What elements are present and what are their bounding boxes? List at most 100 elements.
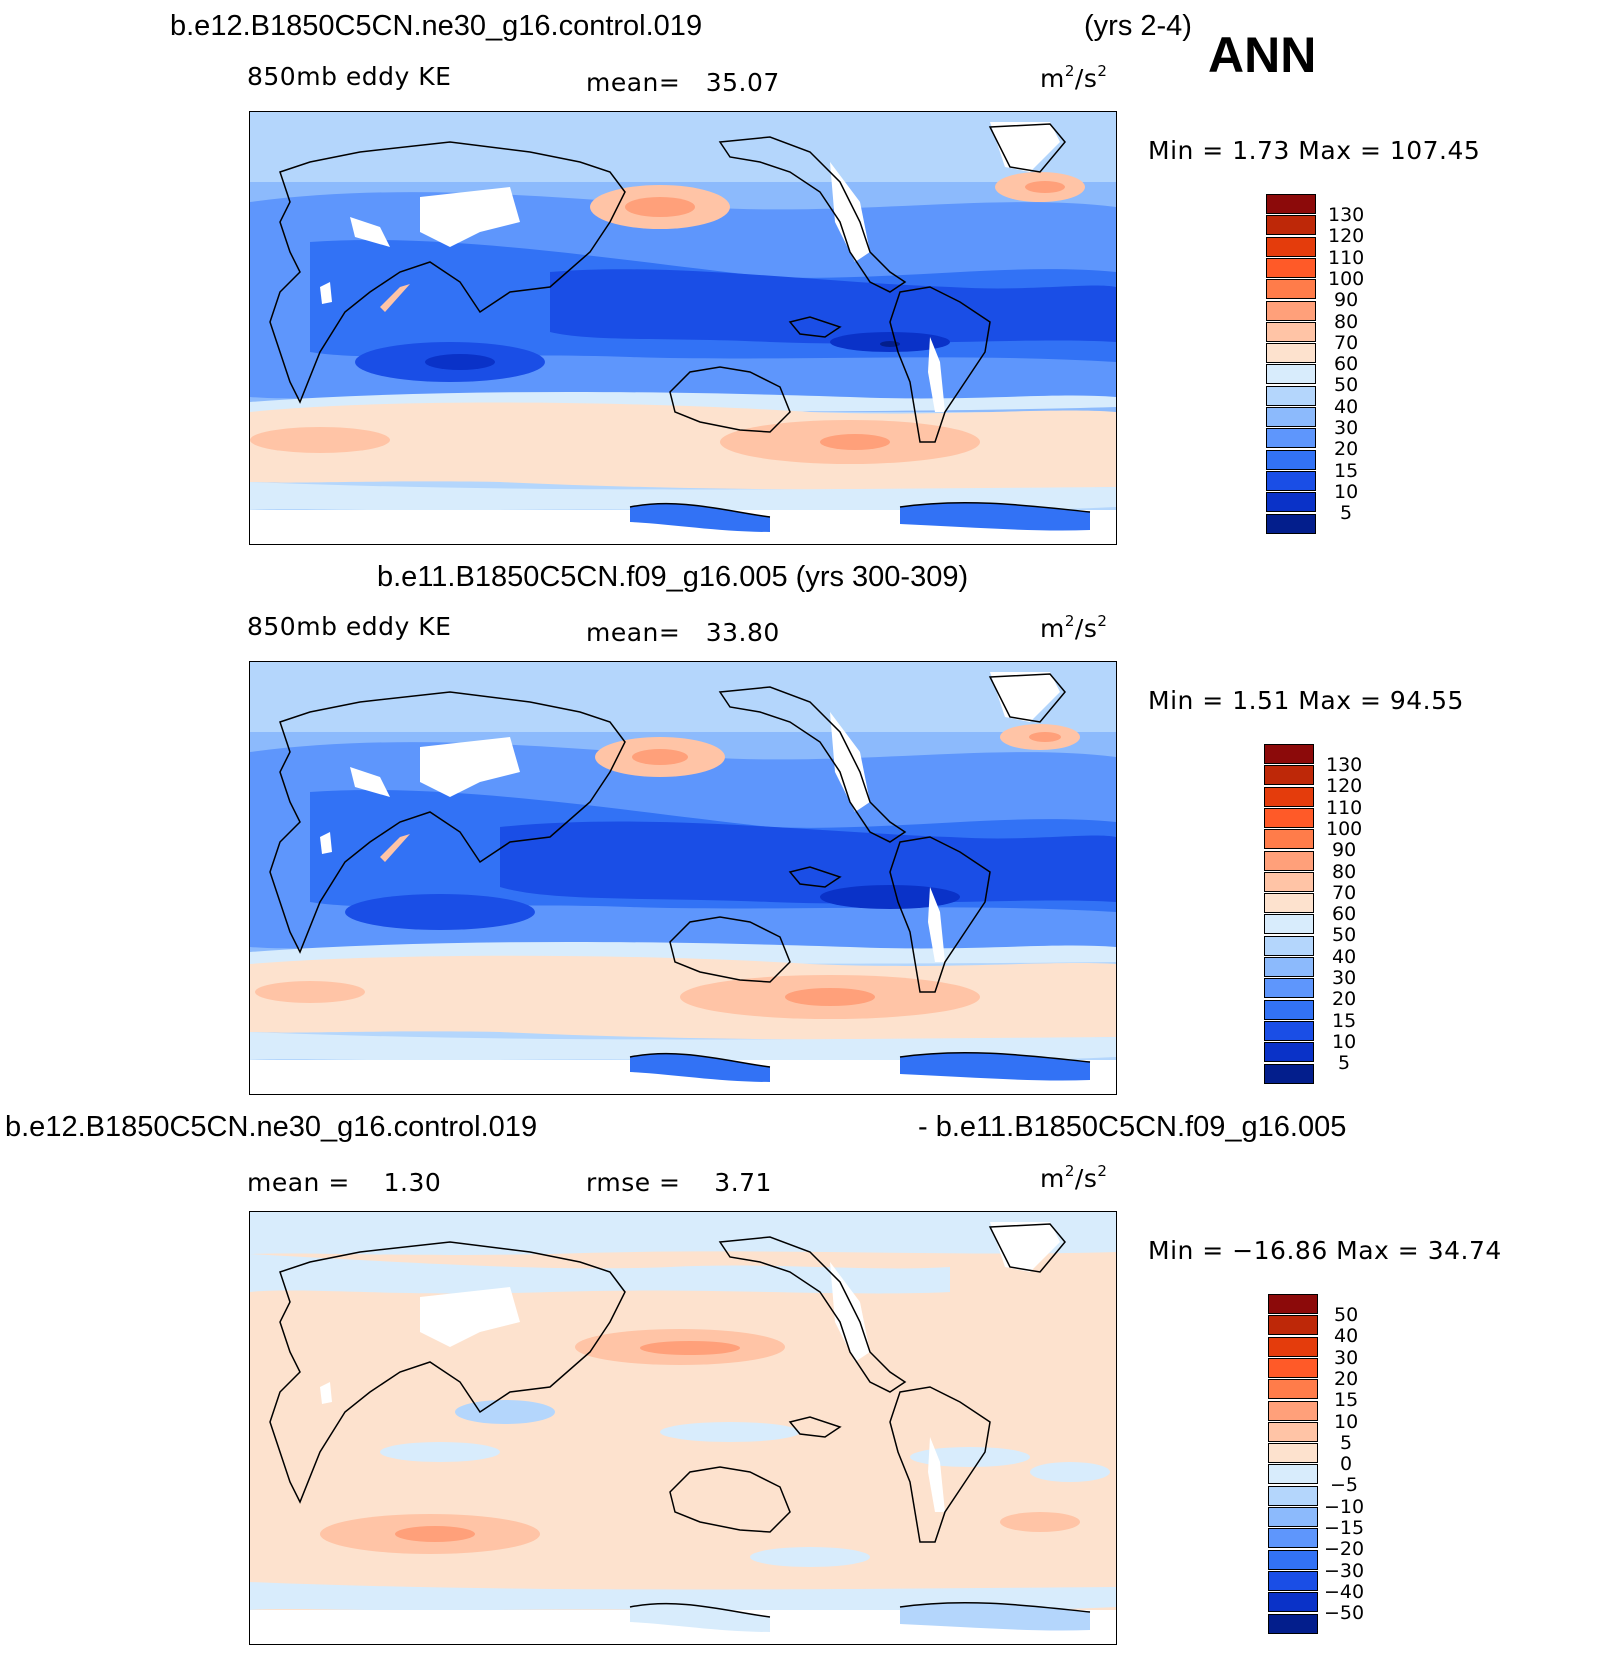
colorbar-swatch [1266, 449, 1316, 470]
mean-value: 33.80 [705, 618, 780, 647]
mean-label: mean= [586, 68, 681, 97]
mean-readout: mean = 1.30 [247, 1170, 441, 1195]
min-max-readout: Min = 1.51 Max = 94.55 [1148, 686, 1464, 715]
colorbar-label: 90 [1332, 839, 1357, 862]
colorbar-swatch [1266, 428, 1316, 449]
rmse-label: rmse = [586, 1168, 681, 1197]
colorbar-label: −50 [1324, 1602, 1365, 1625]
colorbar-label: 40 [1334, 1325, 1359, 1348]
colorbar-swatch [1266, 215, 1316, 236]
units-label: m2/s2 [1040, 62, 1107, 93]
colorbar-swatch [1264, 957, 1314, 977]
colorbar-label: 20 [1332, 988, 1357, 1011]
colorbar-swatch [1266, 300, 1316, 321]
colorbar-label: 50 [1332, 924, 1357, 947]
colorbar-label: 50 [1334, 1304, 1359, 1326]
units-base: m [1040, 64, 1065, 93]
units-sep: /s [1074, 614, 1098, 643]
colorbar-label: 120 [1326, 775, 1363, 798]
units-sep: /s [1074, 1164, 1098, 1193]
case-b-title: b.e11.B1850C5CN.f09_g16.005 (yrs 300-309… [377, 561, 969, 593]
units-base: m [1040, 1164, 1065, 1193]
colorbar-swatch [1266, 470, 1316, 491]
colorbar-label: 5 [1340, 502, 1353, 525]
colorbar-label: 70 [1334, 331, 1359, 354]
colorbar-label: 5 [1338, 1052, 1351, 1075]
colorbar-label: −10 [1324, 1495, 1365, 1518]
colorbar-swatch [1264, 1020, 1314, 1041]
colorbar-swatch [1268, 1613, 1318, 1634]
colorbar-label: 100 [1326, 817, 1363, 840]
colorbar-label: 110 [1328, 246, 1365, 269]
colorbar-label: 15 [1332, 1009, 1357, 1032]
colorbar-swatch [1266, 257, 1316, 278]
colorbar-label: −15 [1324, 1517, 1365, 1539]
colorbar-label: 15 [1334, 1389, 1359, 1412]
colorbar-swatch [1264, 914, 1314, 935]
colorbar-swatch [1264, 871, 1314, 892]
mean-label: mean = [247, 1168, 350, 1197]
colorbar-label: 50 [1334, 374, 1359, 397]
colorbar-swatch [1264, 978, 1314, 999]
colorbar-label: 10 [1334, 480, 1359, 503]
colorbar-swatch [1268, 1570, 1318, 1591]
mean-label: mean= [586, 618, 681, 647]
colorbar-swatch [1266, 321, 1316, 342]
colorbar-swatch [1264, 807, 1314, 828]
colorbar-label: 100 [1328, 267, 1365, 290]
rmse-readout: rmse = 3.71 [586, 1170, 772, 1195]
colorbar-swatch [1264, 893, 1314, 914]
colorbar-label: 40 [1334, 395, 1359, 418]
colorbar-swatch [1268, 1592, 1318, 1613]
diff-title-left: b.e12.B1850C5CN.ne30_g16.control.019 [5, 1111, 538, 1143]
mean-readout: mean= 33.80 [586, 620, 780, 645]
colorbar-label: −5 [1330, 1474, 1359, 1497]
mean-value: 35.07 [705, 68, 780, 97]
colorbar-swatch [1264, 999, 1314, 1020]
colorbar-label: 20 [1334, 438, 1359, 461]
colorbar-label: 130 [1328, 204, 1365, 226]
colorbar-swatch [1266, 194, 1316, 214]
years-a-label: (yrs 2-4) [1084, 10, 1192, 42]
map-plot [250, 662, 1116, 1094]
colorbar-swatch [1268, 1421, 1318, 1442]
colorbar-swatch [1268, 1336, 1318, 1357]
colorbar-swatch [1264, 1063, 1314, 1084]
colorbar-label: 10 [1332, 1030, 1357, 1053]
colorbar-label: 20 [1334, 1367, 1359, 1390]
map-plot [250, 1212, 1116, 1644]
colorbar-label: 110 [1326, 796, 1363, 819]
min-max-readout: Min = 1.73 Max = 107.45 [1148, 136, 1481, 165]
units-exp: 2 [1064, 62, 1075, 80]
colorbar-label: 10 [1334, 1410, 1359, 1433]
map-plot [250, 112, 1116, 544]
colorbar-swatch [1268, 1443, 1318, 1464]
colorbar-swatch [1264, 935, 1314, 956]
colorbar-label: 60 [1334, 353, 1359, 376]
colorbar-swatch [1268, 1485, 1318, 1506]
colorbar-label: −30 [1324, 1559, 1365, 1582]
colorbar-label: 70 [1332, 881, 1357, 904]
colorbar-swatch [1264, 829, 1314, 850]
colorbar-swatch [1264, 786, 1314, 807]
units-label: m2/s2 [1040, 612, 1108, 643]
colorbar-label: 120 [1328, 225, 1365, 248]
colorbar-label: 130 [1326, 754, 1363, 776]
units-exp: 2 [1097, 612, 1108, 630]
colorbar-swatch [1264, 744, 1314, 764]
diff-title-right: - b.e11.B1850C5CN.f09_g16.005 [918, 1111, 1347, 1143]
colorbar-label: 30 [1334, 1346, 1359, 1369]
season-label: ANN [1208, 27, 1317, 83]
colorbar-swatch [1268, 1379, 1318, 1400]
colorbar-label: 30 [1334, 417, 1359, 439]
min-max-readout: Min = −16.86 Max = 34.74 [1148, 1236, 1502, 1265]
colorbar-swatch [1266, 343, 1316, 364]
units-exp: 2 [1064, 1162, 1075, 1180]
colorbar-label: 5 [1340, 1431, 1353, 1454]
field-label: 850mb eddy KE [247, 612, 452, 641]
colorbar-swatch [1268, 1507, 1318, 1527]
units-exp: 2 [1097, 1162, 1108, 1180]
units-exp: 2 [1064, 612, 1075, 630]
colorbar-swatch [1268, 1294, 1318, 1314]
colorbar-swatch [1264, 765, 1314, 786]
